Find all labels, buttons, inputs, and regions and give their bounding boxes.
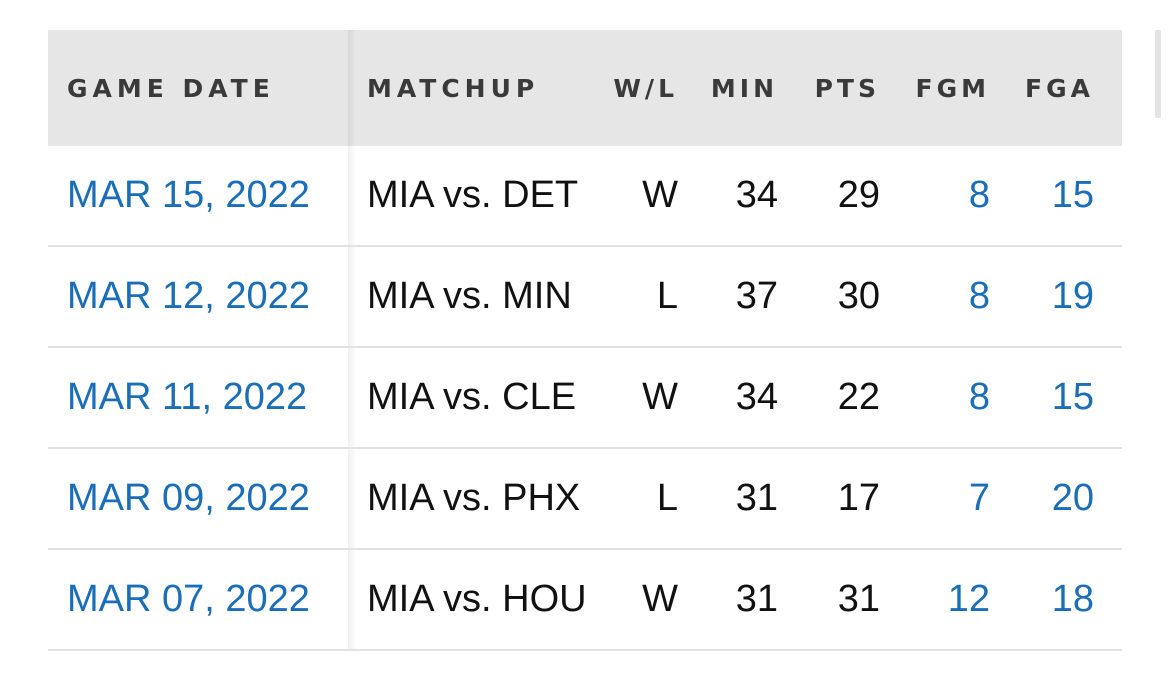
table-row: MAR 09, 2022 MIA vs. PHX L 31 17 7 20 [48, 449, 1122, 550]
game-date-link[interactable]: MAR 07, 2022 [67, 578, 310, 620]
header-min[interactable]: MIN [710, 73, 778, 103]
header-matchup[interactable]: MATCHUP [367, 73, 540, 103]
fgm-link[interactable]: 8 [968, 275, 990, 317]
fgm-link[interactable]: 8 [968, 174, 990, 216]
wl-cell: W [642, 174, 678, 216]
game-date-link[interactable]: MAR 11, 2022 [67, 376, 308, 418]
column-divider-shadow [348, 146, 356, 245]
matchup-cell: MIA vs. CLE [367, 376, 577, 418]
column-divider-shadow [348, 247, 356, 346]
fgm-link[interactable]: 7 [968, 477, 990, 519]
wl-cell: L [656, 477, 678, 519]
game-date-link[interactable]: MAR 09, 2022 [67, 477, 310, 519]
min-cell: 31 [735, 477, 778, 519]
game-date-link[interactable]: MAR 15, 2022 [67, 174, 310, 216]
pts-cell: 30 [837, 275, 880, 317]
fgm-link[interactable]: 12 [947, 578, 990, 620]
fga-link[interactable]: 19 [1051, 275, 1094, 317]
min-cell: 37 [735, 275, 778, 317]
pts-cell: 31 [837, 578, 880, 620]
game-date-link[interactable]: MAR 12, 2022 [67, 275, 310, 317]
table-row: MAR 15, 2022 MIA vs. DET W 34 29 8 15 [48, 146, 1122, 247]
scrollbar[interactable] [1155, 30, 1161, 118]
min-cell: 31 [735, 578, 778, 620]
game-log-table: GAME DATE MATCHUP W/L MIN PTS FGM FGA MA… [48, 30, 1122, 651]
matchup-cell: MIA vs. MIN [367, 275, 572, 317]
header-wl[interactable]: W/L [613, 73, 678, 103]
table-header: GAME DATE MATCHUP W/L MIN PTS FGM FGA [48, 30, 1122, 146]
matchup-cell: MIA vs. HOU [367, 578, 587, 620]
column-divider-shadow [348, 30, 356, 146]
wl-cell: W [642, 578, 678, 620]
fga-link[interactable]: 15 [1051, 376, 1094, 418]
column-divider-shadow [348, 449, 356, 548]
header-game-date[interactable]: GAME DATE [67, 73, 275, 103]
table-row: MAR 11, 2022 MIA vs. CLE W 34 22 8 15 [48, 348, 1122, 449]
wl-cell: W [642, 376, 678, 418]
column-divider-shadow [348, 550, 356, 649]
fga-link[interactable]: 15 [1051, 174, 1094, 216]
pts-cell: 22 [837, 376, 880, 418]
header-fgm[interactable]: FGM [915, 73, 990, 103]
fgm-link[interactable]: 8 [968, 376, 990, 418]
header-pts[interactable]: PTS [814, 73, 880, 103]
pts-cell: 29 [837, 174, 880, 216]
column-divider-shadow [348, 348, 356, 447]
min-cell: 34 [735, 174, 778, 216]
matchup-cell: MIA vs. DET [367, 174, 579, 216]
header-fga[interactable]: FGA [1025, 73, 1094, 103]
table-row: MAR 12, 2022 MIA vs. MIN L 37 30 8 19 [48, 247, 1122, 348]
fga-link[interactable]: 20 [1051, 477, 1094, 519]
fga-link[interactable]: 18 [1051, 578, 1094, 620]
matchup-cell: MIA vs. PHX [367, 477, 581, 519]
min-cell: 34 [735, 376, 778, 418]
pts-cell: 17 [837, 477, 880, 519]
wl-cell: L [656, 275, 678, 317]
table-row: MAR 07, 2022 MIA vs. HOU W 31 31 12 18 [48, 550, 1122, 651]
